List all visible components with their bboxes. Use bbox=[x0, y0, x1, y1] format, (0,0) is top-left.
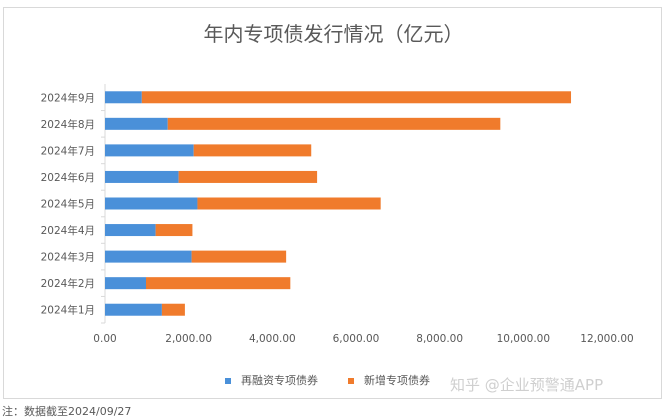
y-tick-label: 2024年5月 bbox=[41, 198, 95, 211]
bar-new bbox=[178, 170, 318, 183]
y-tick-label: 2024年6月 bbox=[41, 171, 95, 184]
y-tick-label: 2024年2月 bbox=[41, 277, 95, 290]
bar-refinancing bbox=[105, 144, 194, 157]
y-tick-label: 2024年1月 bbox=[41, 304, 95, 317]
bar-refinancing bbox=[105, 197, 198, 210]
x-tick-label: 12,000.00 bbox=[580, 333, 633, 345]
bar-refinancing bbox=[105, 224, 156, 237]
y-tick-label: 2024年9月 bbox=[41, 91, 95, 104]
bar-refinancing bbox=[105, 303, 162, 316]
bar-new bbox=[155, 224, 193, 237]
bar-refinancing bbox=[105, 250, 192, 263]
bar-refinancing bbox=[105, 91, 142, 104]
bar-new bbox=[141, 91, 572, 104]
y-tick-label: 2024年4月 bbox=[41, 224, 95, 237]
watermark: 知乎 @企业预警通APP bbox=[450, 376, 604, 394]
bar-new bbox=[167, 117, 501, 130]
bar-new bbox=[193, 144, 312, 157]
legend-swatch bbox=[348, 378, 354, 384]
legend-label: 新增专项债券 bbox=[364, 374, 430, 387]
y-tick-label: 2024年7月 bbox=[41, 144, 95, 157]
bar-refinancing bbox=[105, 277, 146, 290]
legend-item-new: 新增专项债券 bbox=[348, 372, 430, 388]
bar-new bbox=[197, 197, 381, 210]
y-tick-label: 2024年3月 bbox=[41, 251, 95, 264]
footnote: 注：数据截至2024/09/27 bbox=[2, 405, 132, 418]
legend: 再融资专项债券 新增专项债券 bbox=[225, 372, 430, 388]
x-tick-label: 10,000.00 bbox=[497, 333, 550, 345]
x-tick-label: 8,000.00 bbox=[416, 333, 463, 345]
chart-frame bbox=[3, 7, 662, 399]
legend-item-refinancing: 再融资专项债券 bbox=[225, 372, 318, 388]
bar-new bbox=[191, 250, 287, 263]
bar-refinancing bbox=[105, 170, 179, 183]
x-tick-label: 2,000.00 bbox=[165, 333, 212, 345]
bar-refinancing bbox=[105, 117, 168, 130]
x-tick-label: 6,000.00 bbox=[333, 333, 380, 345]
x-tick-label: 0.00 bbox=[93, 333, 116, 345]
x-tick-label: 4,000.00 bbox=[249, 333, 296, 345]
legend-swatch bbox=[225, 378, 231, 384]
bar-new bbox=[145, 277, 291, 290]
chart-title: 年内专项债发行情况（亿元） bbox=[203, 22, 464, 46]
legend-label: 再融资专项债券 bbox=[241, 374, 318, 387]
bar-new bbox=[161, 303, 185, 316]
y-tick-label: 2024年8月 bbox=[41, 118, 95, 131]
